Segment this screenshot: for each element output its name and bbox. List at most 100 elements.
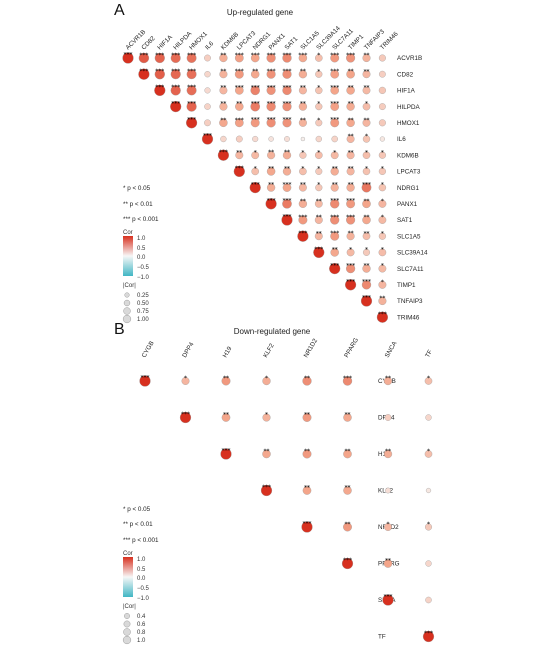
- abs-legend-label: 0.8: [137, 630, 146, 636]
- correlation-dot: [362, 215, 371, 225]
- significance-star: ***: [346, 278, 355, 285]
- correlation-dot: [346, 183, 355, 192]
- abs-legend-dot: [123, 620, 131, 628]
- significance-star: ***: [187, 68, 196, 75]
- significance-star: **: [385, 375, 391, 382]
- correlation-dot: [362, 102, 371, 111]
- correlation-dot: [266, 85, 276, 95]
- significance-star: *: [301, 165, 304, 172]
- correlation-dot: [378, 119, 386, 127]
- row-label: SLC7A11: [397, 266, 424, 273]
- abs-legend-dot: [122, 635, 132, 645]
- significance-star: **: [364, 117, 370, 124]
- significance-star: ***: [314, 246, 323, 253]
- correlation-dot: [314, 216, 323, 224]
- significance-star: **: [220, 52, 226, 59]
- significance-star: **: [223, 375, 229, 382]
- significance-star: **: [385, 448, 391, 455]
- correlation-dot: [252, 135, 259, 143]
- significance-star: ***: [283, 68, 292, 75]
- correlation-dot: [300, 136, 306, 142]
- significance-star: *: [265, 375, 268, 382]
- cor-tick: 1.0: [137, 557, 146, 563]
- correlation-dot: [282, 118, 292, 128]
- significance-star: ***: [343, 375, 352, 382]
- significance-star: ***: [155, 68, 164, 75]
- significance-star: ***: [303, 521, 312, 528]
- significance-star: **: [348, 133, 354, 140]
- correlation-dot: [302, 449, 312, 459]
- significance-star: ***: [362, 295, 371, 302]
- significance-star: ***: [235, 165, 244, 172]
- significance-star: **: [304, 411, 310, 418]
- correlation-dot: [362, 264, 371, 273]
- abs-legend-dot: [123, 307, 131, 315]
- correlation-dot: [219, 53, 228, 63]
- cor-tick: 0.0: [137, 255, 146, 261]
- correlation-dot: [330, 231, 340, 241]
- correlation-dot: [383, 376, 393, 386]
- correlation-dot: [362, 53, 371, 63]
- correlation-dot: [424, 523, 433, 531]
- correlation-dot: [262, 376, 271, 386]
- correlation-dot: [266, 101, 276, 112]
- significance-star: ***: [298, 214, 307, 221]
- correlation-dot: [342, 376, 353, 386]
- correlation-dot: [330, 199, 340, 209]
- correlation-dot: [235, 151, 244, 160]
- correlation-dot: [298, 199, 308, 208]
- significance-star: **: [345, 484, 351, 491]
- significance-star: ***: [171, 52, 180, 59]
- significance-star: **: [348, 84, 354, 91]
- correlation-dot: [298, 53, 308, 63]
- abs-legend-dot: [123, 299, 131, 307]
- correlation-dot: [346, 53, 356, 63]
- abs-legend-label: 0.50: [137, 301, 149, 307]
- column-label: IL6: [204, 40, 215, 51]
- significance-star: ***: [139, 52, 148, 59]
- abs-legend-label: 0.25: [137, 293, 149, 299]
- correlation-dot: [220, 448, 232, 460]
- abs-legend-dot: [123, 628, 131, 636]
- correlation-dot: [314, 151, 323, 160]
- significance-star: *: [381, 279, 384, 286]
- significance-star: **: [332, 246, 338, 253]
- panel-b-title: Down-regulated gene: [234, 327, 311, 336]
- column-label: KLF2: [262, 342, 276, 359]
- significance-star: ***: [187, 52, 196, 59]
- significance-star: *: [317, 101, 320, 108]
- significance-star: ***: [330, 101, 339, 108]
- correlation-dot: [235, 135, 243, 143]
- correlation-dot: [204, 119, 211, 127]
- significance-star: **: [304, 484, 310, 491]
- correlation-dot: [265, 198, 277, 210]
- correlation-dot: [314, 232, 323, 241]
- significance-star: ***: [155, 52, 164, 59]
- significance-star: *: [381, 198, 384, 205]
- correlation-dot: [425, 414, 432, 421]
- significance-star: **: [345, 448, 351, 455]
- correlation-dot: [315, 184, 323, 192]
- correlation-dot: [346, 199, 356, 209]
- sig-note: *** p < 0.001: [123, 537, 159, 544]
- significance-star: **: [284, 149, 290, 156]
- significance-star: **: [345, 521, 351, 528]
- correlation-dot: [378, 86, 386, 94]
- abs-legend-dot: [124, 292, 130, 298]
- significance-star: ***: [330, 214, 339, 221]
- column-label: SNCA: [384, 340, 399, 359]
- correlation-dot: [360, 295, 373, 307]
- correlation-dot: [383, 559, 393, 568]
- correlation-dot: [346, 264, 356, 274]
- significance-star: ***: [346, 52, 355, 59]
- significance-star: **: [316, 214, 322, 221]
- significance-star: **: [300, 84, 306, 91]
- significance-star: *: [381, 246, 384, 253]
- correlation-dot: [284, 136, 290, 142]
- correlation-dot: [181, 377, 190, 385]
- significance-star: **: [220, 84, 226, 91]
- correlation-dot: [154, 69, 165, 80]
- correlation-dot: [249, 182, 261, 194]
- correlation-dot: [383, 449, 393, 459]
- significance-star: **: [364, 214, 370, 221]
